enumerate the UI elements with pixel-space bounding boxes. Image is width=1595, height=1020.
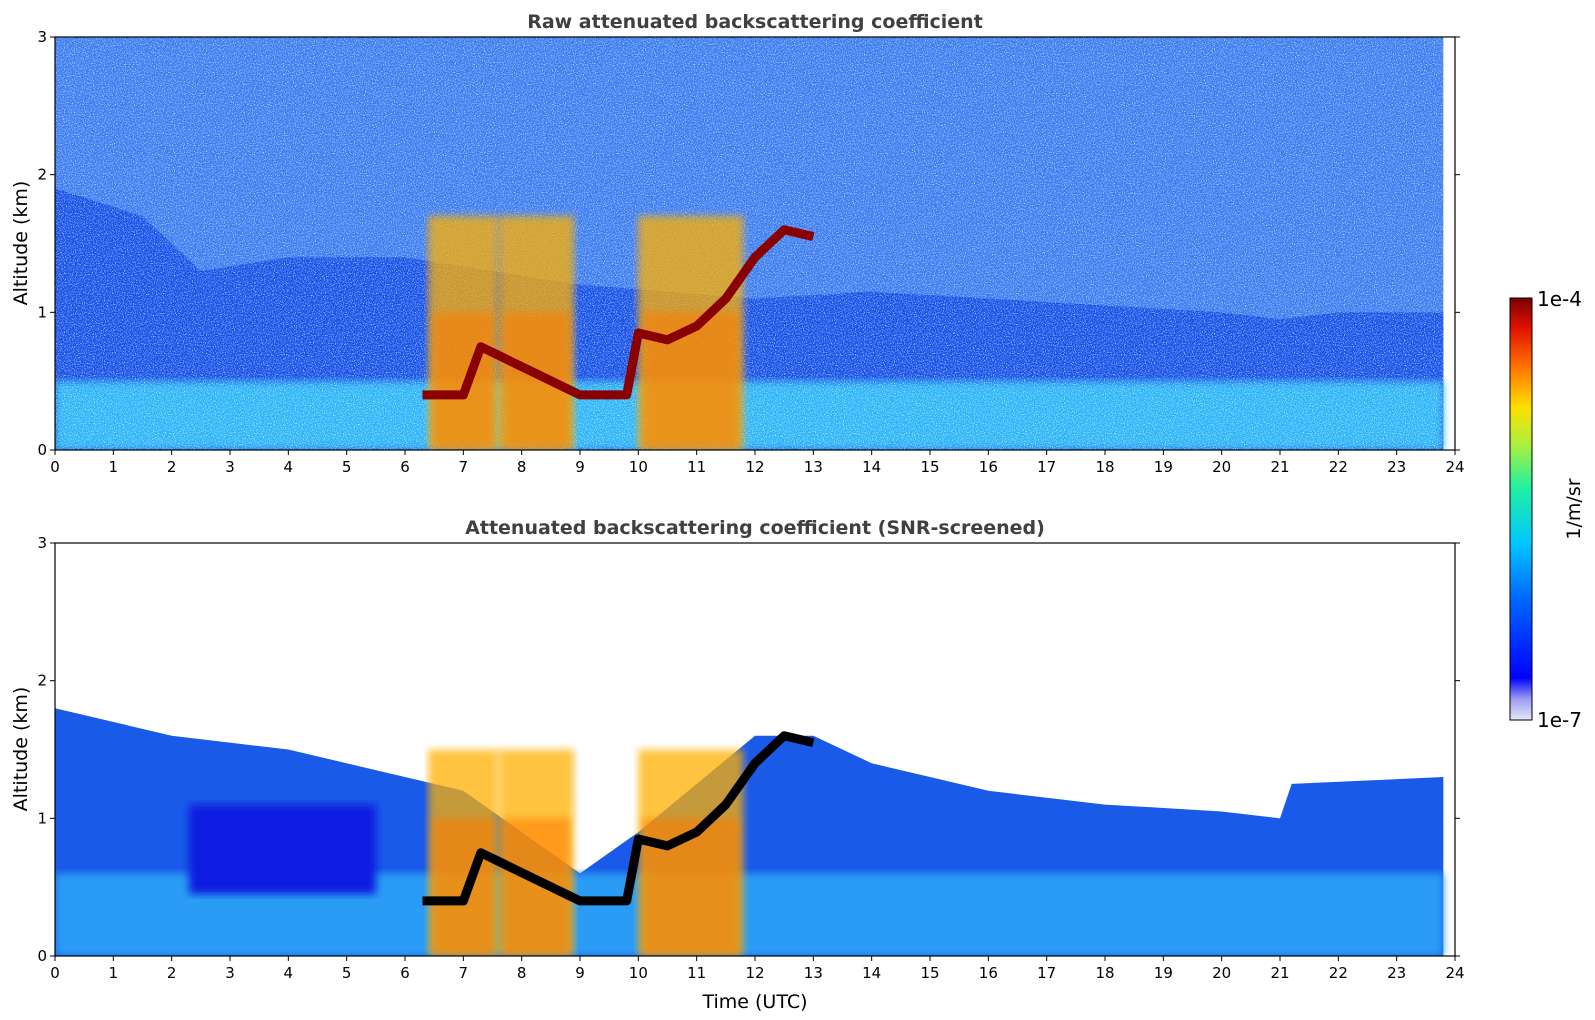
top-panel-title: Raw attenuated backscattering coefficien… <box>527 11 983 33</box>
x-axis-label: Time (UTC) <box>701 991 807 1013</box>
x-tick-label: 10 <box>629 458 648 476</box>
y-tick-label: 0 <box>37 441 47 459</box>
x-tick-label: 15 <box>920 458 939 476</box>
x-tick-label: 3 <box>225 458 235 476</box>
x-tick-label: 19 <box>1154 458 1173 476</box>
rain-shaft-core <box>432 312 495 450</box>
bottom-x-axis: 0 1 2 3 4 5 6 7 8 9 10 11 12 13 14 15 16 17 18 19 20 21 22 23 24 <box>50 956 1465 982</box>
x-tick-label: 7 <box>459 964 469 982</box>
top-y-axis: 0 1 2 3 <box>37 28 1460 459</box>
x-tick-label: 4 <box>284 458 294 476</box>
x-tick-label: 18 <box>1095 964 1114 982</box>
x-tick-label: 6 <box>400 964 410 982</box>
x-tick-label: 22 <box>1329 458 1348 476</box>
colorbar: 1e-4 1e-7 1/m/sr <box>1509 287 1585 732</box>
x-tick-label: 14 <box>862 458 881 476</box>
x-tick-label: 19 <box>1154 964 1173 982</box>
bottom-heatmap <box>55 708 1444 956</box>
x-tick-label: 11 <box>687 458 706 476</box>
x-tick-label: 22 <box>1329 964 1348 982</box>
x-tick-label: 5 <box>342 458 352 476</box>
colorbar-gradient <box>1509 297 1533 721</box>
snr-screened-panel: Attenuated backscattering coefficient (S… <box>10 517 1465 1013</box>
x-tick-label: 2 <box>167 964 177 982</box>
x-tick-label: 13 <box>804 964 823 982</box>
x-tick-label: 4 <box>284 964 294 982</box>
x-tick-label: 9 <box>575 964 585 982</box>
x-tick-label: 17 <box>1037 458 1056 476</box>
y-tick-label: 3 <box>37 534 47 552</box>
x-tick-label: 12 <box>745 964 764 982</box>
x-tick-label: 2 <box>167 458 177 476</box>
x-tick-label: 0 <box>50 458 60 476</box>
y-tick-label: 1 <box>37 809 47 827</box>
x-tick-label: 13 <box>804 458 823 476</box>
x-tick-label: 9 <box>575 458 585 476</box>
top-x-axis: 0 1 2 3 4 5 6 7 8 9 10 11 12 13 14 15 16 17 18 19 20 21 22 23 24 <box>50 450 1465 476</box>
colorbar-max-label: 1e-4 <box>1537 287 1582 311</box>
x-tick-label: 18 <box>1095 458 1114 476</box>
x-tick-label: 20 <box>1212 964 1231 982</box>
x-tick-label: 24 <box>1445 964 1464 982</box>
x-tick-label: 6 <box>400 458 410 476</box>
x-tick-label: 15 <box>920 964 939 982</box>
y-tick-label: 0 <box>37 947 47 965</box>
x-tick-label: 8 <box>517 964 527 982</box>
colorbar-unit-label: 1/m/sr <box>1563 478 1585 539</box>
x-tick-label: 21 <box>1270 458 1289 476</box>
x-tick-label: 3 <box>225 964 235 982</box>
x-tick-label: 1 <box>109 458 119 476</box>
x-tick-label: 23 <box>1387 964 1406 982</box>
dense-blue-region <box>189 804 376 895</box>
x-tick-label: 8 <box>517 458 527 476</box>
noise-speckle <box>55 37 1444 450</box>
x-tick-label: 0 <box>50 964 60 982</box>
colorbar-min-label: 1e-7 <box>1537 708 1582 732</box>
x-tick-label: 1 <box>109 964 119 982</box>
cloud-base-line <box>422 731 815 906</box>
top-heatmap <box>55 37 1444 450</box>
x-tick-label: 16 <box>979 964 998 982</box>
x-tick-label: 7 <box>459 458 469 476</box>
x-tick-label: 12 <box>745 458 764 476</box>
y-tick-label: 2 <box>37 672 47 690</box>
x-tick-label: 11 <box>687 964 706 982</box>
y-tick-label: 1 <box>37 303 47 321</box>
x-tick-label: 16 <box>979 458 998 476</box>
bottom-panel-title: Attenuated backscattering coefficient (S… <box>465 517 1045 539</box>
y-tick-label: 3 <box>37 28 47 46</box>
x-tick-label: 24 <box>1445 458 1464 476</box>
top-y-axis-label: Altitude (km) <box>10 181 32 306</box>
x-tick-label: 21 <box>1270 964 1289 982</box>
x-tick-label: 20 <box>1212 458 1231 476</box>
x-tick-label: 23 <box>1387 458 1406 476</box>
bottom-y-axis-label: Altitude (km) <box>10 687 32 812</box>
x-tick-label: 10 <box>629 964 648 982</box>
rain-shaft-core <box>432 818 495 956</box>
x-tick-label: 5 <box>342 964 352 982</box>
cloud-base-line <box>422 225 815 400</box>
raw-backscatter-panel: Raw attenuated backscattering coefficien… <box>10 11 1465 476</box>
y-tick-label: 2 <box>37 166 47 184</box>
x-tick-label: 17 <box>1037 964 1056 982</box>
x-tick-label: 14 <box>862 964 881 982</box>
bottom-y-axis: 0 1 2 3 <box>37 534 1460 965</box>
